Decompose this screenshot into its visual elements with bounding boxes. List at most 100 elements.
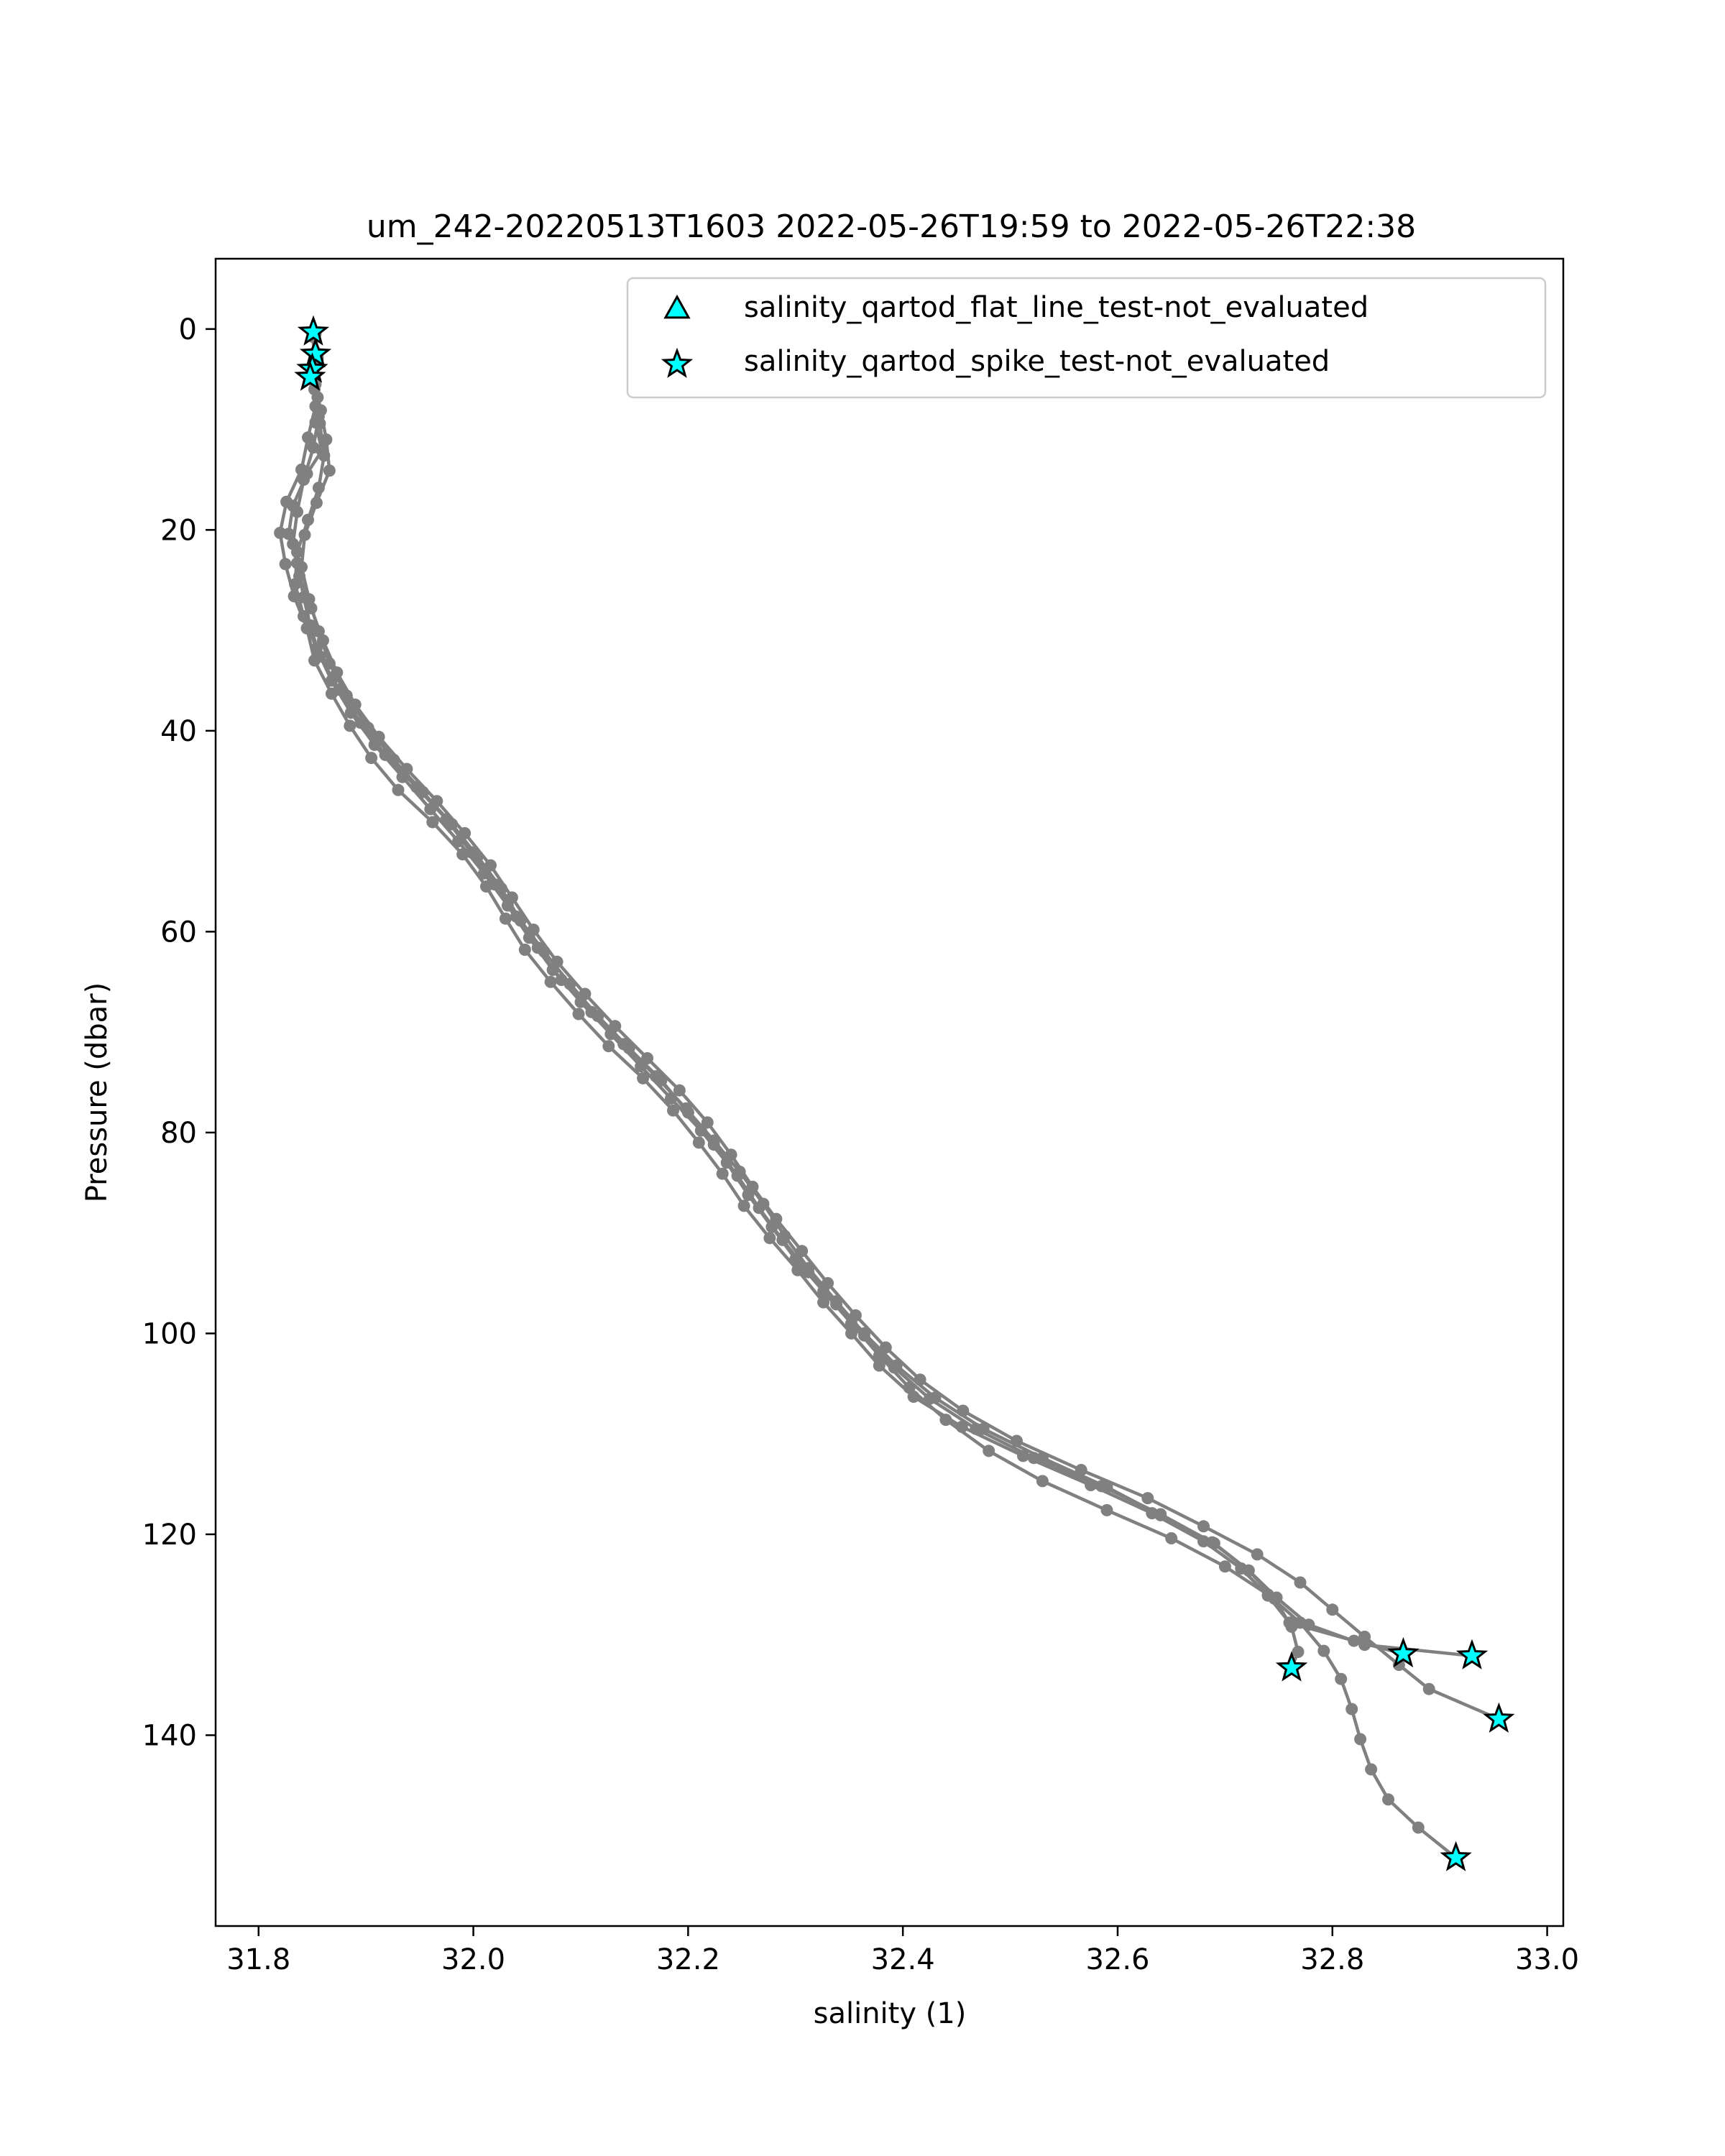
data-point bbox=[1242, 1564, 1255, 1577]
data-point bbox=[1095, 1480, 1108, 1493]
profile-lines bbox=[274, 326, 1505, 1864]
data-point bbox=[1335, 1672, 1348, 1685]
spike-flag-star bbox=[297, 315, 330, 346]
data-point bbox=[1317, 1644, 1330, 1657]
legend-label-flat-line: salinity_qartod_flat_line_test-not_evalu… bbox=[744, 291, 1368, 324]
x-tick-label: 32.2 bbox=[656, 1943, 720, 1976]
data-point bbox=[1412, 1821, 1425, 1834]
spike-flag-star bbox=[1440, 1841, 1472, 1871]
data-point bbox=[305, 602, 318, 614]
data-point bbox=[313, 417, 326, 430]
data-point bbox=[1346, 1703, 1358, 1715]
data-point bbox=[845, 1317, 857, 1330]
spike-flag-star bbox=[1483, 1702, 1515, 1733]
data-point bbox=[970, 1422, 983, 1435]
data-point bbox=[368, 738, 381, 751]
profile-series-2 bbox=[274, 326, 1409, 1660]
data-point bbox=[426, 816, 439, 829]
data-point bbox=[1326, 1603, 1339, 1616]
profile-series-4 bbox=[287, 328, 1505, 1726]
data-point bbox=[1294, 1576, 1307, 1589]
data-point bbox=[452, 835, 465, 848]
chart-title: um_242-20220513T1603 2022-05-26T19:59 to… bbox=[367, 208, 1416, 245]
y-tick-label: 40 bbox=[160, 715, 197, 748]
data-point bbox=[716, 1167, 729, 1180]
data-point bbox=[939, 1414, 952, 1427]
data-point bbox=[957, 1404, 970, 1417]
data-point bbox=[1027, 1452, 1040, 1465]
profile-series-5 bbox=[289, 331, 1463, 1864]
spike-flag-star bbox=[1455, 1639, 1489, 1669]
data-point bbox=[546, 964, 559, 976]
y-tick-label: 140 bbox=[142, 1719, 197, 1752]
qartod-flag-markers bbox=[294, 315, 1515, 1871]
x-tick-label: 32.0 bbox=[441, 1943, 505, 1976]
data-point bbox=[1100, 1503, 1113, 1516]
data-point bbox=[318, 449, 331, 462]
data-point bbox=[602, 1040, 615, 1053]
data-point bbox=[499, 912, 512, 925]
legend-star-icon bbox=[661, 347, 694, 378]
spike-flag-star bbox=[1275, 1651, 1308, 1682]
data-point bbox=[302, 513, 314, 526]
data-point bbox=[291, 505, 303, 518]
data-point bbox=[817, 1296, 830, 1309]
profile-line bbox=[287, 333, 1473, 1658]
data-point bbox=[692, 1136, 705, 1149]
profile-series-3 bbox=[295, 328, 1305, 1674]
data-point bbox=[763, 1232, 776, 1245]
data-point bbox=[291, 545, 303, 558]
data-point bbox=[501, 899, 514, 912]
data-point bbox=[1011, 1434, 1023, 1447]
data-point bbox=[1294, 1616, 1307, 1629]
data-point bbox=[523, 931, 535, 944]
data-point bbox=[478, 867, 490, 880]
data-point bbox=[1292, 1646, 1305, 1658]
data-point bbox=[673, 1084, 686, 1097]
y-tick-label: 80 bbox=[160, 1117, 197, 1150]
y-tick-label: 100 bbox=[142, 1317, 197, 1350]
data-point bbox=[1354, 1733, 1367, 1746]
data-point bbox=[903, 1381, 916, 1394]
profile-line bbox=[300, 333, 1300, 1669]
data-point bbox=[365, 752, 378, 765]
data-point bbox=[873, 1349, 886, 1362]
x-tick-label: 32.6 bbox=[1085, 1943, 1149, 1976]
data-point bbox=[1154, 1508, 1167, 1521]
data-point bbox=[720, 1156, 733, 1169]
data-point bbox=[667, 1104, 679, 1117]
data-point bbox=[635, 1060, 648, 1073]
data-point bbox=[308, 654, 321, 667]
spike-flag-star bbox=[294, 360, 326, 391]
x-tick-label: 32.8 bbox=[1300, 1943, 1364, 1976]
data-point bbox=[737, 1199, 750, 1212]
data-point bbox=[572, 1008, 585, 1021]
data-point bbox=[789, 1253, 802, 1266]
data-point bbox=[1365, 1763, 1378, 1776]
y-tick-label: 0 bbox=[179, 313, 197, 346]
profile-line bbox=[291, 334, 1500, 1721]
data-point bbox=[312, 482, 325, 494]
data-point bbox=[983, 1445, 995, 1457]
data-point bbox=[1218, 1560, 1231, 1573]
data-point bbox=[323, 464, 336, 477]
legend-box bbox=[626, 277, 1547, 399]
data-point bbox=[1422, 1682, 1435, 1695]
data-point bbox=[307, 441, 320, 454]
y-axis-label: Pressure (dbar) bbox=[80, 982, 114, 1202]
data-point bbox=[1358, 1631, 1371, 1643]
legend-triangle-marker bbox=[663, 294, 691, 319]
spike-flag-star bbox=[1387, 1637, 1420, 1668]
y-axis-ticks: 0 20 40 60 80 100 120 140 bbox=[142, 313, 216, 1752]
legend-triangle-icon bbox=[663, 294, 691, 319]
profile-line bbox=[293, 336, 1458, 1859]
data-point bbox=[279, 558, 292, 571]
legend-label-spike: salinity_qartod_spike_test-not_evaluated bbox=[744, 345, 1330, 378]
data-point bbox=[1036, 1475, 1049, 1488]
data-point bbox=[344, 719, 356, 732]
x-tick-label: 31.8 bbox=[226, 1943, 290, 1976]
data-point bbox=[280, 495, 293, 508]
x-tick-label: 32.4 bbox=[871, 1943, 935, 1976]
data-point bbox=[817, 1285, 830, 1298]
